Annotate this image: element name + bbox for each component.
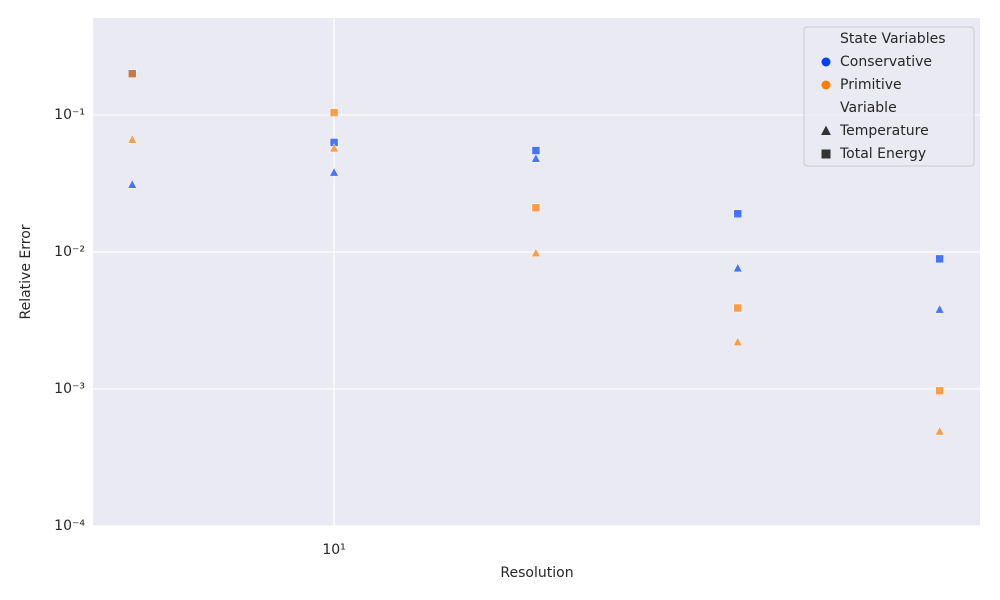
y-tick-label: 10⁻¹ bbox=[54, 107, 85, 123]
point bbox=[329, 108, 339, 117]
legend-marker bbox=[821, 149, 831, 159]
y-tick-label: 10⁻² bbox=[54, 244, 85, 260]
x-tick-label: 10¹ bbox=[322, 542, 345, 558]
point bbox=[127, 69, 137, 78]
x-axis-label: Resolution bbox=[500, 565, 573, 581]
point bbox=[531, 153, 541, 163]
legend-marker bbox=[821, 80, 831, 90]
point bbox=[935, 386, 944, 396]
legend-label: Total Energy bbox=[839, 146, 926, 162]
point bbox=[127, 134, 138, 144]
legend-marker bbox=[821, 125, 831, 136]
legend-box bbox=[803, 26, 975, 167]
y-tick-label: 10⁻³ bbox=[54, 381, 85, 397]
y-tick-label: 10⁻⁴ bbox=[54, 518, 85, 534]
point bbox=[935, 254, 944, 264]
point bbox=[733, 209, 743, 219]
point bbox=[531, 247, 541, 258]
point bbox=[531, 146, 541, 155]
y-axis-label: Relative Error bbox=[18, 224, 34, 319]
legend-label: Primitive bbox=[840, 77, 902, 93]
legend-title: Variable bbox=[840, 100, 897, 116]
point bbox=[934, 304, 945, 314]
point bbox=[127, 179, 138, 189]
legend-label: Conservative bbox=[840, 54, 932, 70]
legend-marker bbox=[821, 57, 831, 67]
legend-title: State Variables bbox=[840, 31, 946, 47]
point bbox=[934, 426, 945, 436]
point bbox=[329, 143, 339, 153]
point bbox=[329, 167, 339, 177]
point bbox=[732, 336, 743, 346]
point bbox=[732, 262, 743, 273]
point bbox=[733, 303, 743, 313]
legend-label: Temperature bbox=[839, 123, 929, 139]
point bbox=[531, 203, 541, 213]
